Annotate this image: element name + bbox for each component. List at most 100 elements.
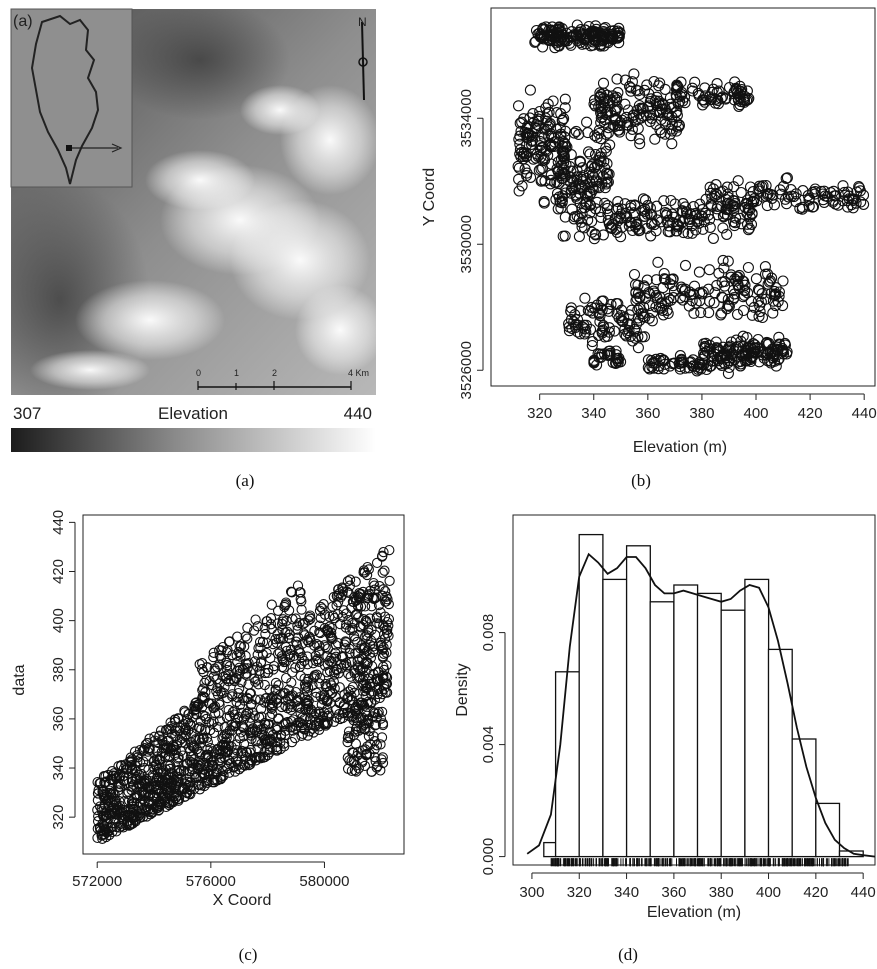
scatter-point [153, 764, 164, 775]
scatter-point [610, 297, 622, 310]
scatter-point [654, 77, 666, 89]
scatter-point [704, 181, 716, 193]
x-tick-label: 572000 [72, 873, 122, 890]
scatter-point [194, 760, 205, 772]
study-area-marker [66, 145, 72, 151]
scatter-point [172, 756, 183, 767]
histogram-bar [720, 609, 746, 858]
scatter-point [540, 21, 552, 33]
scatter-point [358, 678, 369, 689]
scatter-point [382, 594, 393, 605]
scatter-point [695, 307, 707, 319]
scatter-point [205, 724, 216, 736]
scatter-point [366, 624, 377, 635]
scatter-point [305, 613, 316, 624]
scatter-point [343, 668, 354, 680]
scatter-point [739, 279, 751, 291]
scatter-point [364, 725, 375, 737]
scatter-point [235, 651, 246, 662]
scatter-point [612, 353, 624, 365]
scatter-point [214, 645, 225, 656]
scatter-point [728, 292, 740, 304]
scatter-point [756, 311, 769, 324]
scatter-point [659, 274, 671, 286]
scatter-point [350, 726, 361, 737]
x-tick-label: 380 [709, 884, 734, 901]
scatter-point [741, 94, 753, 107]
scatter-point [744, 211, 756, 223]
scatter-point [593, 124, 605, 136]
x-tick-label: 400 [756, 884, 781, 901]
legend-title: Elevation [158, 404, 228, 423]
scatter-point [240, 631, 251, 642]
scatter-point [564, 160, 576, 173]
scatter-point [809, 183, 821, 195]
panel-b-points [512, 19, 870, 380]
scatter-point [597, 320, 609, 332]
scatter-point [616, 221, 628, 233]
scatter-point [807, 201, 820, 213]
scatter-point [646, 355, 658, 367]
scatter-point [262, 749, 273, 761]
scatter-point [679, 201, 691, 213]
scatter-point [742, 287, 754, 299]
scatter-point [619, 328, 631, 340]
scatter-point [741, 354, 753, 366]
scatter-point [513, 162, 525, 174]
scatter-point [594, 87, 606, 99]
scatter-point [360, 631, 371, 642]
scatter-point [266, 599, 277, 610]
scatter-point [752, 333, 764, 346]
scatter-point [349, 667, 360, 679]
scatter-point [358, 614, 369, 625]
scatter-point [629, 199, 641, 211]
scatter-point [628, 268, 641, 281]
scatter-point [704, 360, 716, 372]
scatter-point [635, 307, 647, 320]
scatter-point [846, 193, 859, 205]
scatter-point [597, 96, 610, 108]
scatter-point [632, 223, 645, 235]
scatter-point [214, 749, 225, 760]
scatter-point [639, 194, 652, 206]
histogram-bar [696, 592, 722, 858]
scatter-point [334, 682, 345, 693]
scatter-point [765, 355, 777, 367]
scatter-point [756, 181, 768, 193]
scatter-point [295, 593, 306, 605]
scatter-point [639, 205, 651, 218]
scatter-point [687, 354, 699, 366]
scatter-point [328, 716, 340, 727]
scatter-point [632, 331, 644, 343]
scatter-point [618, 312, 630, 324]
scatter-point [611, 73, 623, 85]
scatter-point [154, 797, 165, 808]
scatter-point [773, 331, 785, 343]
scatter-point [712, 343, 724, 355]
scatter-point [356, 700, 367, 711]
panel-d-xlabel: Elevation (m) [647, 904, 741, 921]
scatter-point [577, 321, 589, 333]
scatter-point [659, 298, 671, 310]
scatter-point [338, 605, 349, 616]
scatter-point [598, 348, 611, 360]
scatter-point [122, 817, 133, 828]
scatter-point [377, 567, 388, 578]
histogram-bar [554, 671, 580, 858]
scatter-point [670, 125, 683, 137]
scatter-point [665, 194, 677, 207]
scatter-point [766, 343, 778, 355]
scatter-point [342, 576, 354, 587]
scatter-point [565, 305, 577, 318]
scatter-point [384, 544, 395, 556]
scatter-point [155, 725, 167, 736]
scatter-point [650, 225, 662, 237]
scatter-point [710, 93, 722, 105]
scatter-point [378, 584, 389, 595]
scatter-point [716, 307, 728, 319]
scatter-point [362, 633, 373, 644]
scatter-point [92, 776, 103, 788]
scatter-point [210, 708, 221, 719]
scatter-point [688, 307, 700, 319]
scatter-point [757, 180, 769, 192]
